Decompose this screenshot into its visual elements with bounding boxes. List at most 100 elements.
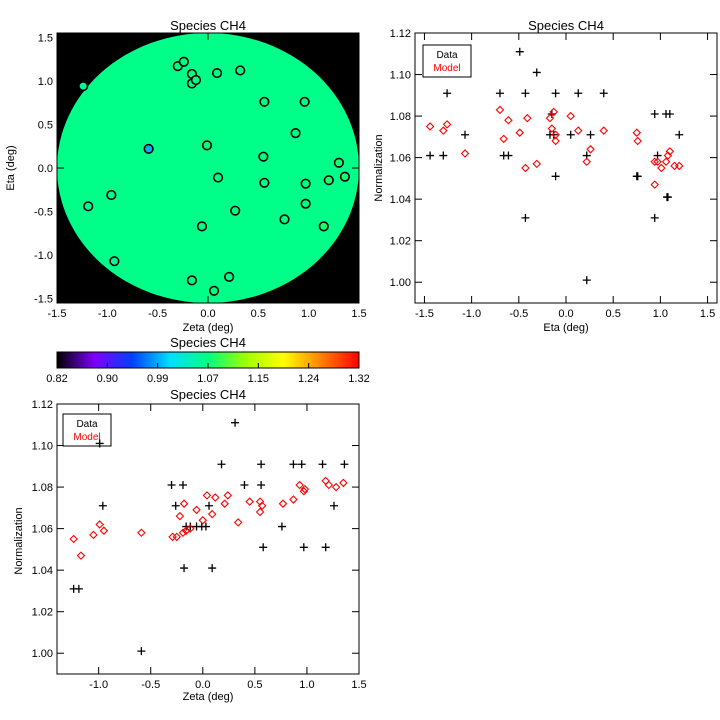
eta-data-point [521,89,530,98]
map-xtick-label: 1.0 [301,308,316,320]
zeta-model-point [220,499,229,508]
map-ytick-label: -1.5 [34,294,53,306]
panel-eta-legend-data: Data [436,50,458,61]
map-xtick-label: -1.0 [98,308,117,320]
eta-model-point [661,157,671,167]
zeta-data-point [95,439,104,448]
zeta-data-point [98,501,107,510]
eta-ytick-label: 1.12 [390,28,411,40]
eta-xtick-label: -0.5 [509,308,528,320]
zeta-data-point [289,460,298,469]
zeta-model-point [223,491,233,500]
map-point [208,285,220,296]
zeta-model-point [255,507,265,517]
map-field-disk [57,33,359,303]
eta-data-point [521,213,530,222]
zeta-model-point [207,509,217,519]
zeta-data-point [217,460,226,469]
eta-model-point [439,126,448,135]
zeta-model-point [178,528,188,538]
map-point [299,96,310,107]
map-point [83,201,94,212]
panel-zeta-legend-model: Model [73,432,100,443]
zeta-xtick-label: 1.5 [351,679,366,691]
panel-eta-ylabel: Normalization [373,134,385,201]
eta-data-point [551,89,560,98]
eta-model-point [650,180,659,189]
eta-data-point [461,130,470,139]
map-xtick-label: -0.5 [148,308,167,320]
eta-data-point [532,68,541,77]
panel-eta: Species CH4 Eta (deg) Normalization Data… [373,18,718,334]
map-ytick-label: 0.0 [38,163,53,175]
zeta-data-point [208,564,217,573]
eta-model-point [657,163,666,173]
zeta-data-point [201,522,210,531]
eta-model-point [633,136,643,146]
eta-data-point [663,193,672,202]
colorbar-tick-label: 0.99 [147,373,168,385]
eta-xtick-label: 1.5 [700,308,715,320]
eta-model-point [547,124,557,133]
zeta-data-point [180,564,189,573]
panel-map-xlabel: Zeta (deg) [183,322,234,334]
eta-data-point [574,89,583,98]
zeta-ytick-label: 1.08 [32,482,53,494]
eta-data-point [551,172,560,181]
zeta-model-point [89,530,98,540]
zeta-data-point [321,543,330,552]
eta-model-point [442,120,452,129]
map-point [143,143,154,154]
eta-model-point [495,105,505,115]
eta-model-point [515,128,525,137]
zeta-data-point [318,460,327,469]
map-point [211,67,223,79]
colorbar-title: Species CH4 [170,335,246,350]
map-point [279,214,290,225]
zeta-data-point [297,460,306,469]
eta-model-point [573,126,583,135]
zeta-model-point [69,534,78,544]
zeta-data-point [167,481,176,489]
zeta-data-point [277,522,286,531]
panel-zeta-xlabel: Zeta (deg) [183,691,234,703]
zeta-ytick-label: 1.00 [32,648,53,660]
zeta-data-point [257,460,266,469]
zeta-data-point [240,481,249,489]
zeta-model-point [202,491,212,500]
map-xtick-label: 0.5 [251,308,266,320]
zeta-model-point [137,528,146,538]
zeta-xtick-label: -1.0 [89,679,108,691]
eta-model-point [549,107,559,117]
map-point [235,65,246,76]
map-ytick-label: -0.5 [34,207,53,219]
map-point [323,175,334,186]
map-point [300,178,311,189]
map-point [290,128,301,139]
eta-model-point [599,126,609,135]
zeta-model-point [186,524,195,533]
eta-model-point [545,113,555,123]
eta-ytick-label: 1.06 [390,153,411,165]
eta-model-point [521,163,530,173]
eta-model-point [504,115,513,125]
panel-zeta-legend-data: Data [76,419,98,430]
zeta-model-point [245,497,254,506]
zeta-data-point [171,501,180,510]
zeta-data-point [231,418,240,427]
eta-model-point [665,147,675,156]
map-ytick-label: 0.5 [38,119,53,131]
eta-ytick-label: 1.02 [390,236,411,248]
zeta-model-point [233,518,243,527]
zeta-data-point [205,501,214,510]
map-point [196,221,208,232]
eta-model-point [650,157,659,167]
map-xtick-label: -1.5 [48,308,67,320]
zeta-model-point [331,482,341,492]
zeta-model-point [289,495,298,504]
zeta-model-point [179,499,189,508]
zeta-model-point [257,501,267,511]
eta-model-point [582,157,592,167]
map-point [109,256,120,267]
